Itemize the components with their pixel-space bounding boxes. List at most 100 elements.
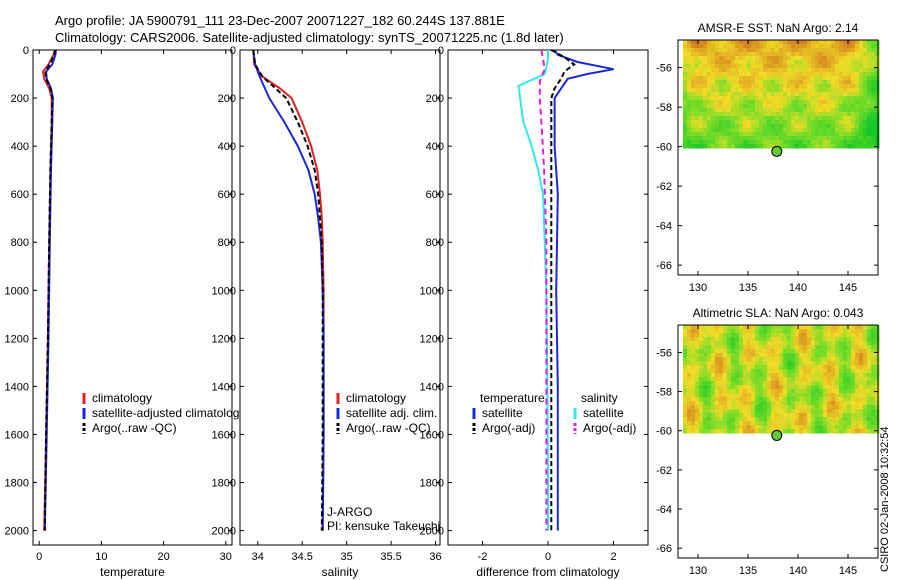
map-cell <box>699 136 704 141</box>
map-cell <box>683 421 688 426</box>
y-tick-label: -66 <box>656 543 672 555</box>
map-cell <box>815 92 820 97</box>
map-cell <box>699 88 704 93</box>
map-cell <box>843 120 848 125</box>
map-cell <box>723 84 728 89</box>
map-cell <box>703 377 708 382</box>
map-cell <box>791 349 796 354</box>
map-cell <box>803 381 808 386</box>
map-cell <box>843 333 848 338</box>
map-cell <box>827 80 832 85</box>
map-cell <box>767 417 772 422</box>
map-cell <box>699 100 704 105</box>
map-cell <box>823 40 828 45</box>
map-cell <box>695 92 700 97</box>
map-cell <box>763 96 768 101</box>
map-cell <box>863 341 868 346</box>
map-cell <box>707 64 712 69</box>
map-cell <box>823 349 828 354</box>
map-cell <box>739 96 744 101</box>
map-cell <box>767 136 772 141</box>
map-cell <box>779 60 784 65</box>
map-cell <box>783 52 788 57</box>
map-cell <box>735 385 740 390</box>
map-cell <box>699 337 704 342</box>
legend-label: satellite <box>583 406 624 420</box>
map-cell <box>803 393 808 398</box>
map-cell <box>707 333 712 338</box>
map-cell <box>867 68 872 73</box>
map-cell <box>791 413 796 418</box>
map-cell <box>711 397 716 402</box>
map-cell <box>871 116 876 121</box>
map-cell <box>719 104 724 109</box>
map-cell <box>795 353 800 358</box>
map-cell <box>791 112 796 117</box>
map-cell <box>875 120 880 125</box>
map-cell <box>819 401 824 406</box>
map-cell <box>827 116 832 121</box>
map-cell <box>711 349 716 354</box>
map-cell <box>723 40 728 45</box>
map-cell <box>839 88 844 93</box>
map-cell <box>731 377 736 382</box>
map-cell <box>787 381 792 386</box>
map-cell <box>739 429 744 434</box>
map-cell <box>711 337 716 342</box>
map-cell <box>875 345 880 350</box>
map-cell <box>827 144 832 149</box>
map-cell <box>867 421 872 426</box>
map-cell <box>775 64 780 69</box>
map-cell <box>871 377 876 382</box>
map-cell <box>767 76 772 81</box>
map-cell <box>871 421 876 426</box>
map-cell <box>823 48 828 53</box>
map-cell <box>727 92 732 97</box>
map-cell <box>859 421 864 426</box>
map-title: Altimetric SLA: NaN Argo: 0.043 <box>693 306 864 320</box>
map-cell <box>851 405 856 410</box>
map-cell <box>771 349 776 354</box>
map-cell <box>811 60 816 65</box>
map-cell <box>855 64 860 69</box>
map-cell <box>855 132 860 137</box>
map-cell <box>751 389 756 394</box>
map-cell <box>755 92 760 97</box>
map-cell <box>859 365 864 370</box>
map-cell <box>727 100 732 105</box>
map-cell <box>695 329 700 334</box>
map-cell <box>715 96 720 101</box>
map-cell <box>875 337 880 342</box>
map-cell <box>703 64 708 69</box>
map-cell <box>735 44 740 49</box>
y-tick-label: -62 <box>656 465 672 477</box>
map-cell <box>839 429 844 434</box>
map-cell <box>815 132 820 137</box>
map-cell <box>723 108 728 113</box>
map-cell <box>799 120 804 125</box>
map-cell <box>723 349 728 354</box>
map-cell <box>707 357 712 362</box>
map-cell <box>687 40 692 45</box>
map-cell <box>751 120 756 125</box>
map-cell <box>779 417 784 422</box>
map-cell <box>683 124 688 129</box>
map-cell <box>727 64 732 69</box>
map-cell <box>819 104 824 109</box>
map-cell <box>719 52 724 57</box>
map-cell <box>715 345 720 350</box>
map-cell <box>835 120 840 125</box>
map-cell <box>827 44 832 49</box>
map-cell <box>851 341 856 346</box>
map-cell <box>771 377 776 382</box>
map-cell <box>759 381 764 386</box>
map-cell <box>835 48 840 53</box>
map-cell <box>847 56 852 61</box>
map-cell <box>851 329 856 334</box>
map-cell <box>763 144 768 149</box>
map-cell <box>739 381 744 386</box>
map-cell <box>795 373 800 378</box>
map-cell <box>707 393 712 398</box>
map-cell <box>751 345 756 350</box>
